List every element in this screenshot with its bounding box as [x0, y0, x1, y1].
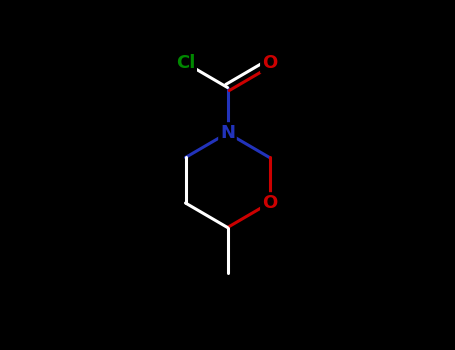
Text: O: O	[262, 194, 277, 212]
Text: N: N	[220, 124, 235, 142]
Text: O: O	[262, 54, 277, 72]
Text: Cl: Cl	[176, 54, 195, 72]
